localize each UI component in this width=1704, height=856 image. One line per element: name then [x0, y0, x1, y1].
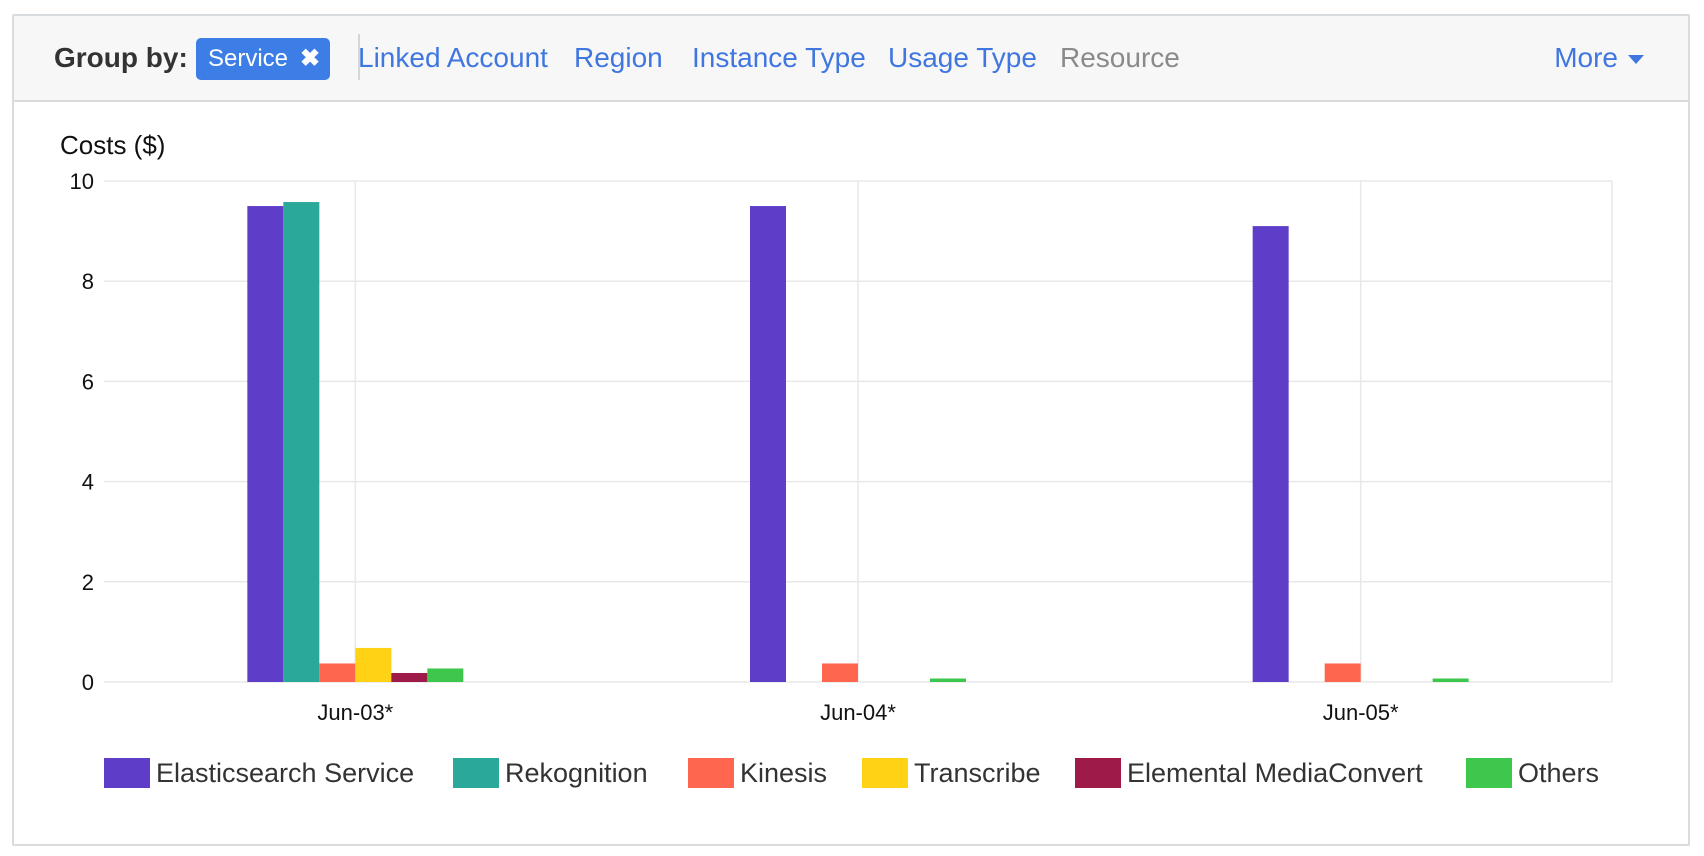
bar — [822, 663, 858, 682]
y-tick-label: 4 — [82, 470, 94, 495]
bar — [1252, 226, 1289, 682]
group-by-label: Group by: — [54, 42, 188, 73]
group-by-usage-type[interactable]: Usage Type — [888, 42, 1037, 73]
caret-down-icon — [1628, 54, 1644, 64]
bar — [1432, 678, 1469, 682]
service-filter-chip[interactable]: Service ✖ — [196, 38, 330, 80]
group-by-region[interactable]: Region — [574, 42, 663, 73]
bar — [930, 678, 966, 682]
x-tick-label: Jun-04* — [820, 700, 896, 725]
y-tick-label: 8 — [82, 269, 94, 294]
legend-swatch — [1075, 758, 1121, 788]
chip-label: Service — [208, 45, 289, 72]
group-by-bar: Group by: Service ✖ Linked Account Regio… — [14, 16, 1688, 102]
bar — [355, 647, 392, 682]
group-by-resource: Resource — [1060, 42, 1180, 73]
group-by-linked-account[interactable]: Linked Account — [358, 42, 548, 73]
legend-label: Elasticsearch Service — [156, 758, 414, 788]
remove-chip-icon[interactable]: ✖ — [300, 45, 321, 72]
bar — [247, 206, 284, 683]
group-by-instance-type[interactable]: Instance Type — [692, 42, 866, 73]
bar — [391, 672, 428, 682]
y-tick-label: 2 — [82, 570, 94, 595]
legend-label: Others — [1518, 758, 1599, 788]
legend-swatch — [862, 758, 908, 788]
legend-label: Transcribe — [914, 758, 1041, 788]
y-tick-label: 0 — [82, 670, 94, 695]
bar — [319, 663, 356, 682]
bar — [1324, 663, 1361, 682]
more-label: More — [1554, 42, 1618, 73]
legend-swatch — [1466, 758, 1512, 788]
x-tick-label: Jun-03* — [317, 700, 393, 725]
y-axis-label: Costs ($) — [60, 130, 165, 160]
bar — [750, 206, 786, 683]
legend-label: Kinesis — [740, 758, 827, 788]
y-tick-label: 6 — [82, 369, 94, 394]
bar — [427, 668, 464, 682]
bar — [283, 202, 320, 683]
legend-label: Rekognition — [505, 758, 648, 788]
legend-swatch — [453, 758, 499, 788]
y-tick-label: 10 — [70, 169, 94, 194]
legend-label: Elemental MediaConvert — [1127, 758, 1423, 788]
divider — [358, 34, 360, 80]
legend-swatch — [104, 758, 150, 788]
legend-swatch — [688, 758, 734, 788]
more-dropdown[interactable]: More — [1554, 41, 1644, 75]
x-tick-label: Jun-05* — [1323, 700, 1399, 725]
